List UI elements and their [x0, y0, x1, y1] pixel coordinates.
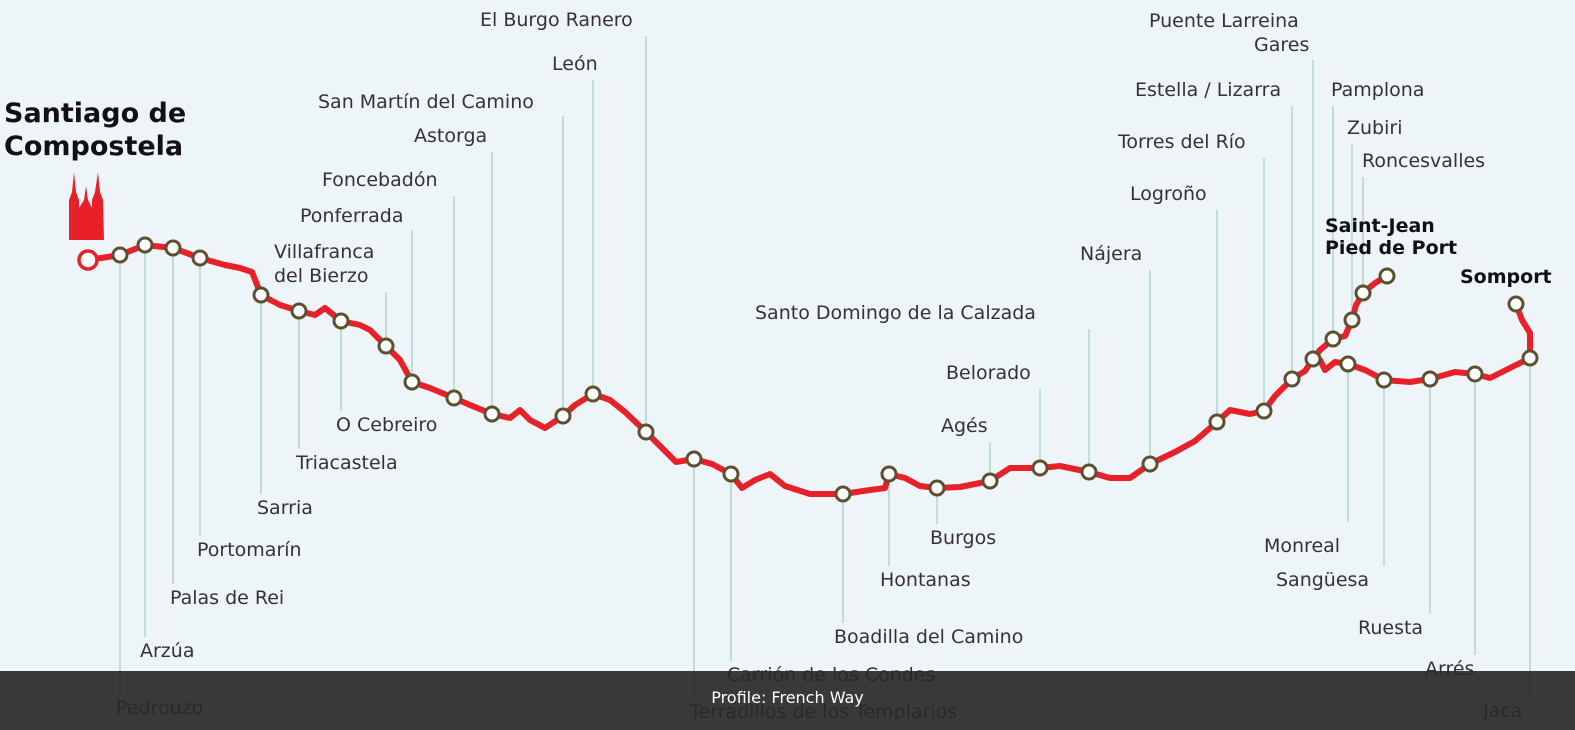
stop-marker — [332, 312, 350, 330]
stop-label: Santo Domingo de la Calzada — [755, 302, 1036, 324]
stop-label: Sangüesa — [1276, 569, 1369, 591]
stop-marker — [928, 479, 946, 497]
stop-marker — [722, 465, 740, 483]
stop-label: del Bierzo — [274, 265, 368, 287]
stop-label: Burgos — [930, 527, 996, 549]
stop-label: Pamplona — [1331, 79, 1424, 101]
stop-marker — [1031, 459, 1049, 477]
caption-text: Profile: French Way — [711, 688, 864, 707]
stop-markers — [77, 236, 1539, 503]
stop-marker — [1080, 463, 1098, 481]
stop-marker — [1421, 370, 1439, 388]
stop-labels: PedrouzoArzúaPalas de ReiPortomarínSarri… — [116, 9, 1552, 723]
stop-marker — [1378, 267, 1396, 285]
stop-marker — [1255, 402, 1273, 420]
stop-marker — [377, 337, 395, 355]
stop-marker — [880, 465, 898, 483]
stop-marker — [981, 472, 999, 490]
stop-label: Sarria — [257, 497, 313, 519]
stop-label: Gares — [1254, 34, 1309, 56]
stop-marker — [290, 302, 308, 320]
stop-marker — [1339, 355, 1357, 373]
stop-label: Villafranca — [274, 241, 374, 263]
stop-label: Monreal — [1264, 535, 1340, 557]
stop-marker — [1343, 311, 1361, 329]
cathedral-icon — [69, 172, 104, 240]
stop-label: Agés — [941, 415, 988, 437]
stop-marker — [1283, 370, 1301, 388]
stop-label: Belorado — [946, 362, 1031, 384]
stop-marker — [1324, 330, 1342, 348]
stop-label: Hontanas — [880, 569, 971, 591]
stop-marker — [1521, 349, 1539, 367]
leader-lines — [119, 36, 1531, 700]
stop-marker — [1507, 295, 1525, 313]
stop-marker — [1141, 455, 1159, 473]
stop-label: Torres del Río — [1117, 131, 1246, 153]
stop-marker — [1208, 413, 1226, 431]
start-marker — [77, 249, 99, 271]
stop-label: Nájera — [1080, 243, 1142, 265]
stop-marker — [1375, 371, 1393, 389]
stop-label: El Burgo Ranero — [480, 9, 633, 31]
stop-label: Somport — [1460, 266, 1552, 288]
stop-label: Ponferrada — [300, 205, 403, 227]
stop-label: Arzúa — [140, 640, 194, 662]
stop-label: Portomarín — [197, 539, 302, 561]
stop-marker — [1354, 284, 1372, 302]
start-title-line1: Santiago de — [4, 98, 186, 129]
stop-label: Roncesvalles — [1362, 150, 1485, 172]
stop-marker — [483, 405, 501, 423]
stop-label: Triacastela — [295, 452, 398, 474]
stop-marker — [1466, 365, 1484, 383]
stop-marker — [164, 239, 182, 257]
stop-marker — [554, 407, 572, 425]
stop-label: Ruesta — [1358, 617, 1423, 639]
stop-marker — [252, 286, 270, 304]
stop-marker — [637, 423, 655, 441]
stop-marker — [136, 236, 154, 254]
stop-label: Foncebadón — [322, 169, 437, 191]
start-title-line2: Compostela — [4, 131, 183, 162]
stop-label: Saint-Jean — [1325, 215, 1435, 237]
stop-marker — [403, 373, 421, 391]
stop-label: Boadilla del Camino — [834, 626, 1023, 648]
stop-label: Pied de Port — [1325, 237, 1457, 259]
stop-label: Puente Larreina — [1149, 10, 1299, 32]
stop-label: Estella / Lizarra — [1135, 79, 1281, 101]
stop-label: Palas de Rei — [170, 587, 284, 609]
stop-marker — [1304, 350, 1322, 368]
stop-marker — [834, 485, 852, 503]
stop-label: San Martín del Camino — [318, 91, 534, 113]
stop-label: Zubiri — [1347, 117, 1403, 139]
stop-marker — [191, 249, 209, 267]
stop-label: Astorga — [414, 125, 487, 147]
stop-marker — [685, 450, 703, 468]
stop-label: O Cebreiro — [336, 414, 437, 436]
stop-label: León — [552, 53, 598, 75]
stop-marker — [584, 385, 602, 403]
stop-label: Logroño — [1130, 183, 1207, 205]
cathedral-silhouette — [69, 172, 104, 240]
stop-marker — [445, 389, 463, 407]
stop-marker — [111, 246, 129, 264]
caption-bar — [0, 671, 1575, 730]
